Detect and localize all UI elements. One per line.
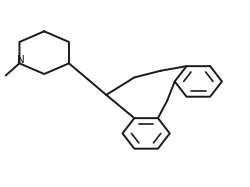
- Text: N: N: [17, 55, 24, 65]
